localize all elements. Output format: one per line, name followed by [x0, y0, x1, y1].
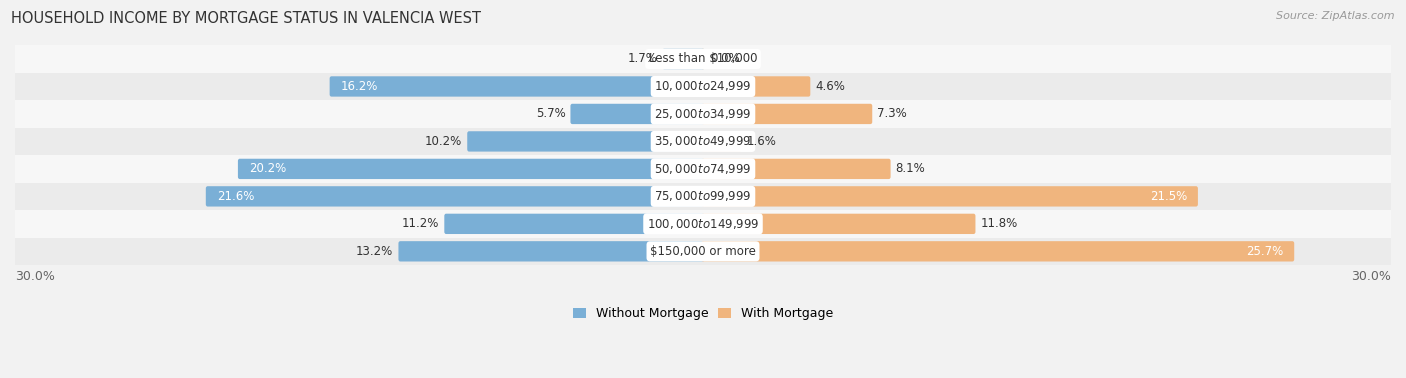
FancyBboxPatch shape — [702, 241, 1294, 262]
Bar — [15, 73, 1391, 100]
FancyBboxPatch shape — [238, 159, 704, 179]
FancyBboxPatch shape — [702, 186, 1198, 206]
Text: 11.8%: 11.8% — [980, 217, 1018, 230]
Text: $150,000 or more: $150,000 or more — [650, 245, 756, 258]
Text: $35,000 to $49,999: $35,000 to $49,999 — [654, 135, 752, 149]
Bar — [15, 45, 1391, 73]
FancyBboxPatch shape — [398, 241, 704, 262]
Legend: Without Mortgage, With Mortgage: Without Mortgage, With Mortgage — [574, 307, 832, 321]
Text: 30.0%: 30.0% — [15, 270, 55, 283]
Text: Less than $10,000: Less than $10,000 — [648, 53, 758, 65]
Text: 20.2%: 20.2% — [249, 163, 287, 175]
FancyBboxPatch shape — [702, 104, 872, 124]
Text: 30.0%: 30.0% — [1351, 270, 1391, 283]
FancyBboxPatch shape — [329, 76, 704, 97]
Text: 7.3%: 7.3% — [877, 107, 907, 121]
FancyBboxPatch shape — [702, 131, 741, 152]
Bar — [15, 183, 1391, 210]
Bar — [15, 155, 1391, 183]
FancyBboxPatch shape — [702, 159, 890, 179]
Text: $100,000 to $149,999: $100,000 to $149,999 — [647, 217, 759, 231]
Text: $10,000 to $24,999: $10,000 to $24,999 — [654, 79, 752, 93]
Bar — [15, 210, 1391, 238]
Bar — [15, 128, 1391, 155]
FancyBboxPatch shape — [467, 131, 704, 152]
Text: Source: ZipAtlas.com: Source: ZipAtlas.com — [1277, 11, 1395, 21]
Text: 0.0%: 0.0% — [710, 53, 740, 65]
Text: 10.2%: 10.2% — [425, 135, 463, 148]
Text: HOUSEHOLD INCOME BY MORTGAGE STATUS IN VALENCIA WEST: HOUSEHOLD INCOME BY MORTGAGE STATUS IN V… — [11, 11, 481, 26]
Text: $75,000 to $99,999: $75,000 to $99,999 — [654, 189, 752, 203]
Text: 1.6%: 1.6% — [747, 135, 776, 148]
FancyBboxPatch shape — [662, 49, 704, 69]
Text: 11.2%: 11.2% — [402, 217, 439, 230]
FancyBboxPatch shape — [702, 214, 976, 234]
FancyBboxPatch shape — [205, 186, 704, 206]
FancyBboxPatch shape — [702, 49, 704, 69]
Text: $25,000 to $34,999: $25,000 to $34,999 — [654, 107, 752, 121]
Bar — [15, 238, 1391, 265]
Text: 21.6%: 21.6% — [217, 190, 254, 203]
Text: 1.7%: 1.7% — [627, 53, 657, 65]
FancyBboxPatch shape — [571, 104, 704, 124]
FancyBboxPatch shape — [444, 214, 704, 234]
Text: 21.5%: 21.5% — [1150, 190, 1187, 203]
Text: $50,000 to $74,999: $50,000 to $74,999 — [654, 162, 752, 176]
Text: 4.6%: 4.6% — [815, 80, 845, 93]
Text: 25.7%: 25.7% — [1246, 245, 1284, 258]
Text: 16.2%: 16.2% — [340, 80, 378, 93]
Text: 8.1%: 8.1% — [896, 163, 925, 175]
Bar — [15, 100, 1391, 128]
FancyBboxPatch shape — [702, 76, 810, 97]
Text: 13.2%: 13.2% — [356, 245, 394, 258]
Text: 5.7%: 5.7% — [536, 107, 565, 121]
